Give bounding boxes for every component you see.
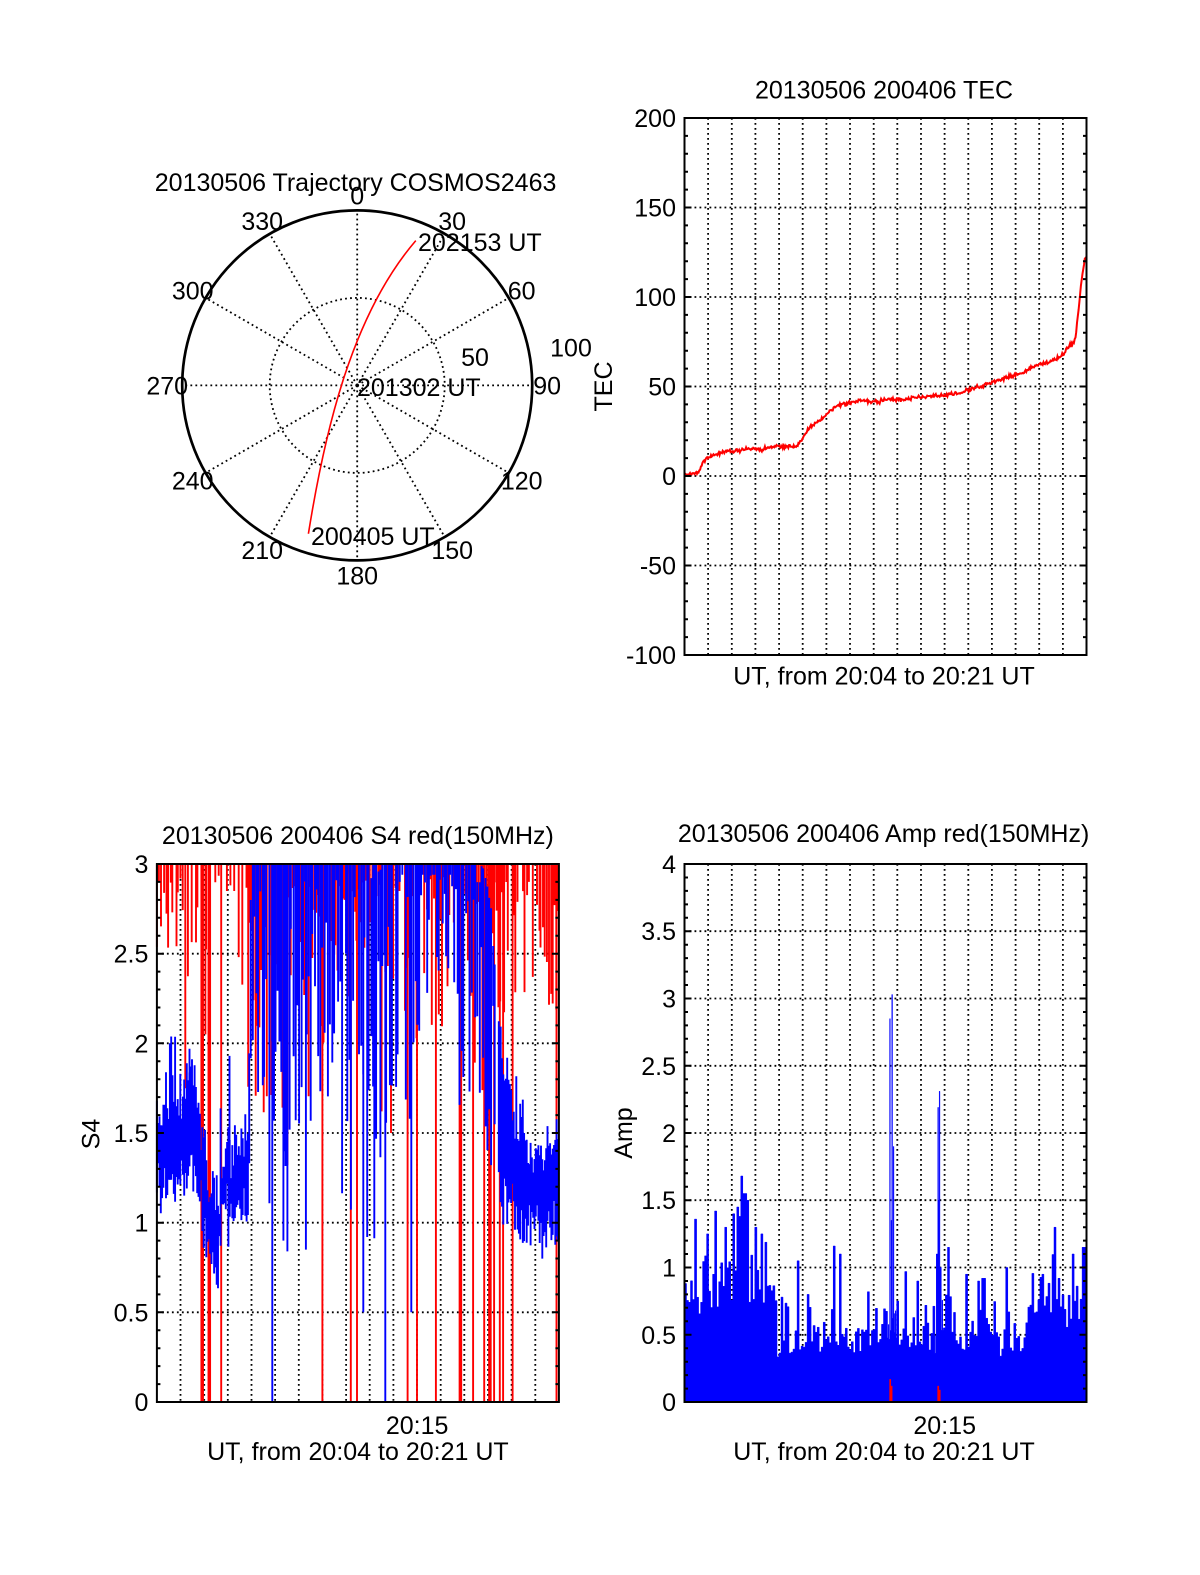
svg-text:270: 270 (146, 372, 188, 400)
svg-text:1.5: 1.5 (114, 1120, 149, 1148)
svg-text:60: 60 (508, 277, 536, 305)
svg-text:202153 UT: 202153 UT (418, 229, 542, 257)
svg-text:4: 4 (662, 851, 676, 879)
svg-text:0.5: 0.5 (641, 1322, 676, 1350)
svg-text:0: 0 (662, 1389, 676, 1417)
svg-text:TEC: TEC (590, 362, 618, 412)
svg-text:20:15: 20:15 (386, 1412, 449, 1440)
svg-text:240: 240 (172, 467, 214, 495)
svg-text:300: 300 (172, 277, 214, 305)
svg-text:210: 210 (241, 537, 283, 565)
svg-text:201302 UT: 201302 UT (357, 374, 481, 402)
svg-text:200405 UT: 200405 UT (311, 523, 435, 551)
svg-text:-100: -100 (626, 642, 676, 670)
svg-text:90: 90 (533, 372, 561, 400)
svg-text:20130506 200406 S4 red(150MHz): 20130506 200406 S4 red(150MHz) (162, 822, 554, 850)
svg-text:100: 100 (634, 284, 676, 312)
svg-text:3: 3 (662, 986, 676, 1014)
svg-text:2.5: 2.5 (641, 1053, 676, 1081)
svg-text:20130506 Trajectory COSMOS2463: 20130506 Trajectory COSMOS2463 (155, 169, 557, 197)
svg-text:50: 50 (648, 374, 676, 402)
svg-text:150: 150 (634, 195, 676, 223)
svg-text:180: 180 (336, 562, 378, 590)
svg-text:0: 0 (662, 463, 676, 491)
svg-text:2: 2 (134, 1030, 148, 1058)
svg-text:50: 50 (461, 344, 489, 372)
svg-text:Amp: Amp (610, 1107, 638, 1158)
svg-text:UT, from 20:04 to 20:21 UT: UT, from 20:04 to 20:21 UT (207, 1438, 509, 1466)
svg-text:-50: -50 (640, 553, 676, 581)
svg-text:0: 0 (134, 1389, 148, 1417)
svg-text:150: 150 (431, 537, 473, 565)
svg-text:0.5: 0.5 (114, 1299, 149, 1327)
svg-text:3: 3 (134, 851, 148, 879)
svg-text:1: 1 (662, 1255, 676, 1283)
svg-text:330: 330 (241, 208, 283, 236)
svg-text:1.5: 1.5 (641, 1187, 676, 1215)
svg-text:3.5: 3.5 (641, 918, 676, 946)
svg-text:UT, from 20:04 to 20:21 UT: UT, from 20:04 to 20:21 UT (733, 1438, 1035, 1466)
svg-text:S4: S4 (78, 1119, 106, 1150)
svg-text:20130506 200406 TEC: 20130506 200406 TEC (755, 77, 1013, 105)
svg-text:1: 1 (134, 1210, 148, 1238)
svg-text:200: 200 (634, 105, 676, 133)
svg-text:100: 100 (550, 335, 592, 363)
svg-text:0: 0 (350, 182, 364, 210)
svg-text:UT, from 20:04 to 20:21 UT: UT, from 20:04 to 20:21 UT (733, 663, 1035, 691)
svg-text:2.5: 2.5 (114, 941, 149, 969)
svg-text:30: 30 (438, 208, 466, 236)
svg-text:20130506 200406 Amp red(150MHz: 20130506 200406 Amp red(150MHz) (678, 820, 1089, 848)
svg-text:120: 120 (501, 467, 543, 495)
svg-text:20:15: 20:15 (913, 1412, 976, 1440)
svg-text:2: 2 (662, 1120, 676, 1148)
